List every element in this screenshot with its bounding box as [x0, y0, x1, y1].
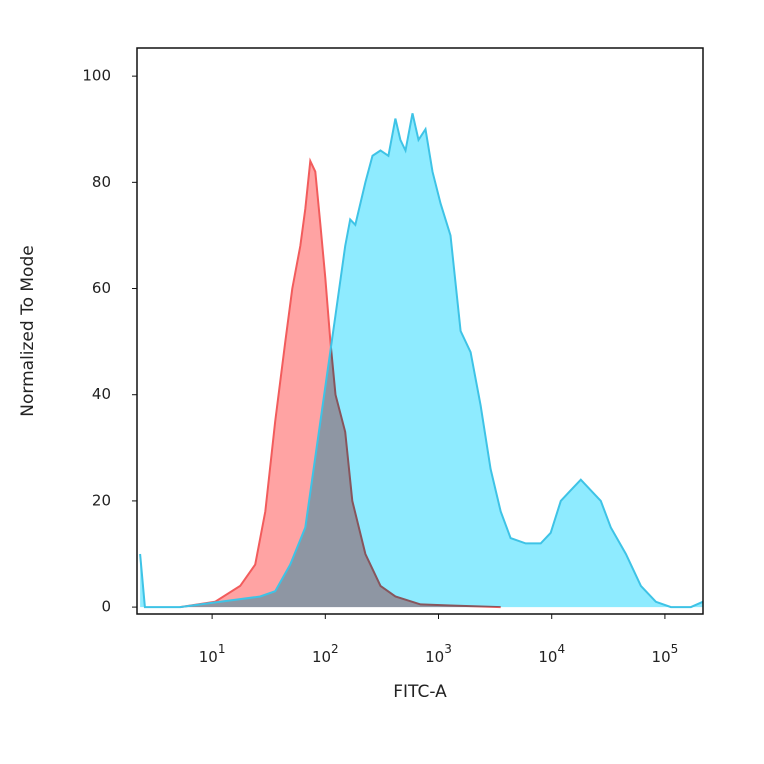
- histogram-line: [139, 113, 704, 609]
- x-tick-label: 101: [199, 642, 226, 666]
- y-tick-label: 40: [92, 385, 111, 403]
- y-tick-label: 60: [92, 279, 111, 297]
- x-tick-exponent: 3: [444, 642, 452, 656]
- plot-frame: [136, 47, 704, 615]
- x-tick-exponent: 1: [218, 642, 226, 656]
- x-tick-exponent: 4: [557, 642, 565, 656]
- x-tick-label: 104: [538, 642, 565, 666]
- x-tick-base: 10: [312, 648, 331, 666]
- y-tick-label: 100: [82, 67, 111, 85]
- histogram-area: [140, 113, 703, 608]
- x-tick-base: 10: [652, 648, 671, 666]
- x-axis-title: FITC-A: [393, 682, 447, 702]
- y-tick-label: 0: [101, 598, 111, 616]
- x-tick-base: 10: [425, 648, 444, 666]
- x-tick-label: 103: [425, 642, 452, 666]
- y-tick-label: 20: [92, 491, 111, 509]
- x-tick-label: 105: [652, 642, 679, 666]
- x-tick-base: 10: [538, 648, 557, 666]
- x-tick-base: 10: [199, 648, 218, 666]
- y-tick-label: 80: [92, 173, 111, 191]
- x-tick-label: 102: [312, 642, 339, 666]
- x-tick-exponent: 2: [331, 642, 339, 656]
- y-axis-title: Normalized To Mode: [18, 245, 38, 416]
- x-tick-exponent: 5: [671, 642, 679, 656]
- plot-area: [139, 113, 704, 609]
